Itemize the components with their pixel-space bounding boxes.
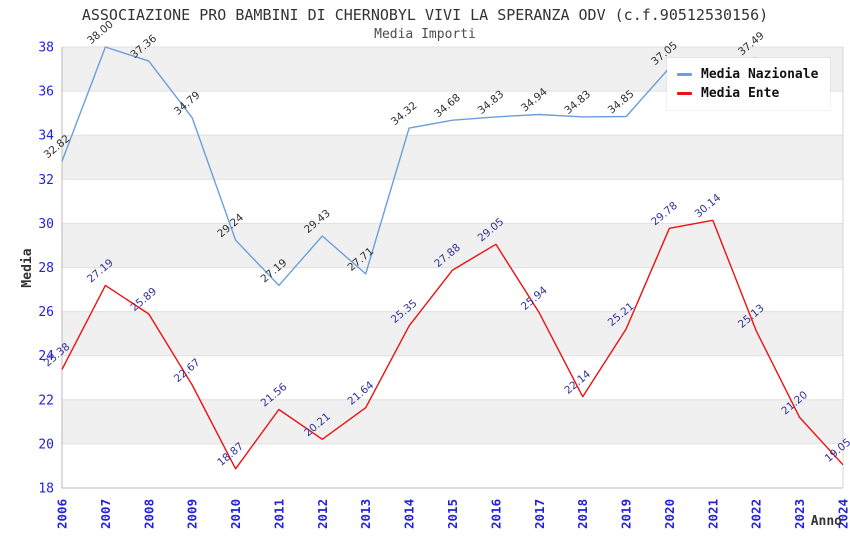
- legend-label-media-ente: Media Ente: [701, 86, 780, 101]
- x-tick-label: 2009: [185, 499, 200, 529]
- x-tick-label: 2019: [619, 499, 634, 529]
- x-tick-label: 2021: [705, 499, 720, 529]
- legend-label-media-nazionale: Media Nazionale: [701, 67, 819, 82]
- y-tick-label: 28: [38, 261, 54, 276]
- x-tick-label: 2007: [98, 499, 113, 529]
- y-tick-label: 18: [38, 482, 54, 497]
- y-tick-label: 36: [38, 85, 54, 100]
- y-tick-label: 34: [38, 129, 54, 144]
- grid-band: [62, 179, 843, 224]
- x-tick-label: 2018: [575, 499, 590, 529]
- x-tick-label: 2011: [271, 499, 286, 529]
- x-tick-label: 2020: [662, 499, 677, 529]
- series-line-media-ente: [61, 219, 844, 470]
- y-axis-title: Media: [20, 248, 35, 287]
- y-tick-label: 30: [38, 217, 54, 232]
- x-tick-label: 2015: [445, 499, 460, 529]
- chart-subtitle: Media Importi: [374, 27, 476, 42]
- legend-item-media-ente: Media Ente: [677, 84, 818, 103]
- grid-band: [62, 355, 843, 400]
- y-tick-label: 22: [38, 393, 54, 408]
- legend-line-swatch-ente-icon: [677, 92, 692, 95]
- chart-title: ASSOCIAZIONE PRO BAMBINI DI CHERNOBYL VI…: [81, 6, 769, 24]
- legend-line-swatch-nazionale-icon: [677, 73, 692, 76]
- data-label: 38.00: [85, 18, 116, 47]
- y-tick-label: 24: [38, 349, 54, 364]
- y-tick-label: 26: [38, 305, 54, 320]
- grid-band: [62, 223, 843, 268]
- x-tick-label: 2024: [836, 499, 850, 529]
- x-tick-label: 2013: [358, 499, 373, 529]
- legend-item-media-nazionale: Media Nazionale: [677, 65, 818, 84]
- x-tick-label: 2006: [55, 499, 70, 529]
- x-tick-label: 2023: [792, 499, 807, 529]
- x-tick-label: 2008: [141, 499, 156, 529]
- y-tick-label: 32: [38, 173, 54, 188]
- y-tick-label: 38: [38, 41, 54, 56]
- grid-band: [62, 135, 843, 180]
- series-line-media-nazionale: [61, 46, 757, 287]
- x-tick-label: 2017: [532, 499, 547, 529]
- x-tick-label: 2012: [315, 499, 330, 529]
- x-tick-label: 2010: [228, 499, 243, 529]
- y-tick-label: 20: [38, 437, 54, 452]
- x-tick-label: 2016: [488, 499, 503, 529]
- legend: Media Nazionale Media Ente: [667, 58, 831, 110]
- grid-band: [62, 399, 843, 444]
- x-tick-label: 2022: [749, 499, 764, 529]
- grid-band: [62, 311, 843, 356]
- grid-band: [62, 267, 843, 312]
- x-tick-label: 2014: [402, 499, 417, 529]
- grid-band: [62, 443, 843, 488]
- x-axis-title: Anno: [811, 514, 842, 529]
